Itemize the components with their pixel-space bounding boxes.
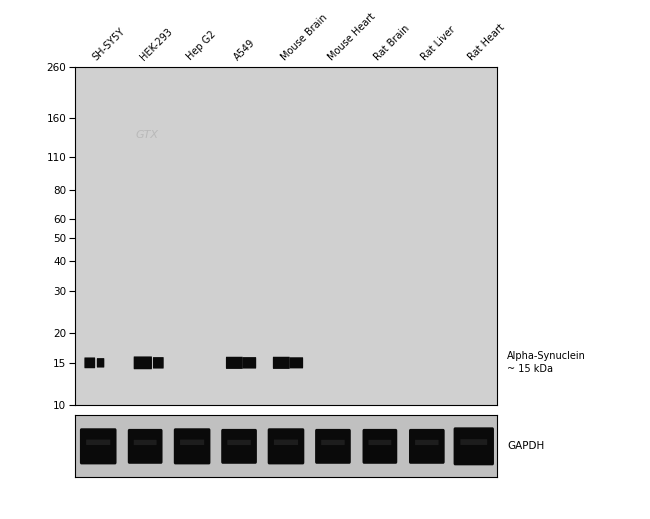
- FancyBboxPatch shape: [409, 429, 445, 464]
- FancyBboxPatch shape: [180, 440, 204, 445]
- Text: Mouse Heart: Mouse Heart: [326, 11, 377, 62]
- FancyBboxPatch shape: [369, 440, 391, 445]
- FancyBboxPatch shape: [174, 428, 211, 465]
- Text: GTX: GTX: [136, 130, 159, 140]
- FancyBboxPatch shape: [221, 429, 257, 464]
- FancyBboxPatch shape: [153, 357, 164, 368]
- Text: GAPDH: GAPDH: [507, 441, 544, 452]
- FancyBboxPatch shape: [242, 357, 256, 368]
- FancyBboxPatch shape: [415, 440, 439, 445]
- Text: Rat Heart: Rat Heart: [467, 22, 507, 62]
- FancyBboxPatch shape: [454, 427, 494, 466]
- Text: SH-SY5Y: SH-SY5Y: [91, 26, 127, 62]
- FancyBboxPatch shape: [86, 440, 110, 445]
- Text: Rat Brain: Rat Brain: [373, 23, 412, 62]
- Text: Rat Liver: Rat Liver: [420, 24, 458, 62]
- FancyBboxPatch shape: [315, 429, 351, 464]
- Text: Mouse Brain: Mouse Brain: [279, 12, 329, 62]
- FancyBboxPatch shape: [226, 357, 243, 369]
- FancyBboxPatch shape: [97, 358, 104, 367]
- FancyBboxPatch shape: [134, 440, 157, 445]
- FancyBboxPatch shape: [128, 429, 162, 464]
- FancyBboxPatch shape: [273, 357, 290, 369]
- FancyBboxPatch shape: [363, 429, 397, 464]
- FancyBboxPatch shape: [134, 357, 152, 369]
- FancyBboxPatch shape: [84, 358, 95, 368]
- Text: HEK-293: HEK-293: [138, 26, 174, 62]
- FancyBboxPatch shape: [460, 439, 487, 445]
- FancyBboxPatch shape: [321, 440, 345, 445]
- Text: Hep G2: Hep G2: [185, 29, 218, 62]
- Text: Alpha-Synuclein
~ 15 kDa: Alpha-Synuclein ~ 15 kDa: [507, 351, 586, 374]
- Text: A549: A549: [232, 37, 257, 62]
- FancyBboxPatch shape: [274, 440, 298, 445]
- FancyBboxPatch shape: [80, 428, 116, 465]
- FancyBboxPatch shape: [289, 357, 303, 368]
- FancyBboxPatch shape: [227, 440, 251, 445]
- FancyBboxPatch shape: [268, 428, 304, 465]
